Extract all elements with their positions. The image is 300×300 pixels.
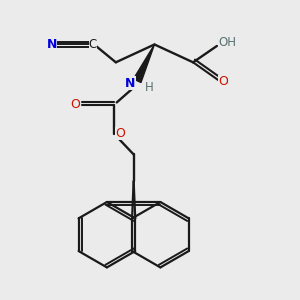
Text: C: C (89, 38, 97, 51)
Text: N: N (125, 76, 135, 90)
Polygon shape (134, 44, 154, 82)
Text: H: H (145, 81, 154, 94)
Text: N: N (47, 38, 57, 51)
Text: O: O (115, 127, 125, 140)
Text: OH: OH (218, 36, 236, 49)
Text: O: O (218, 75, 228, 88)
Text: O: O (70, 98, 80, 111)
